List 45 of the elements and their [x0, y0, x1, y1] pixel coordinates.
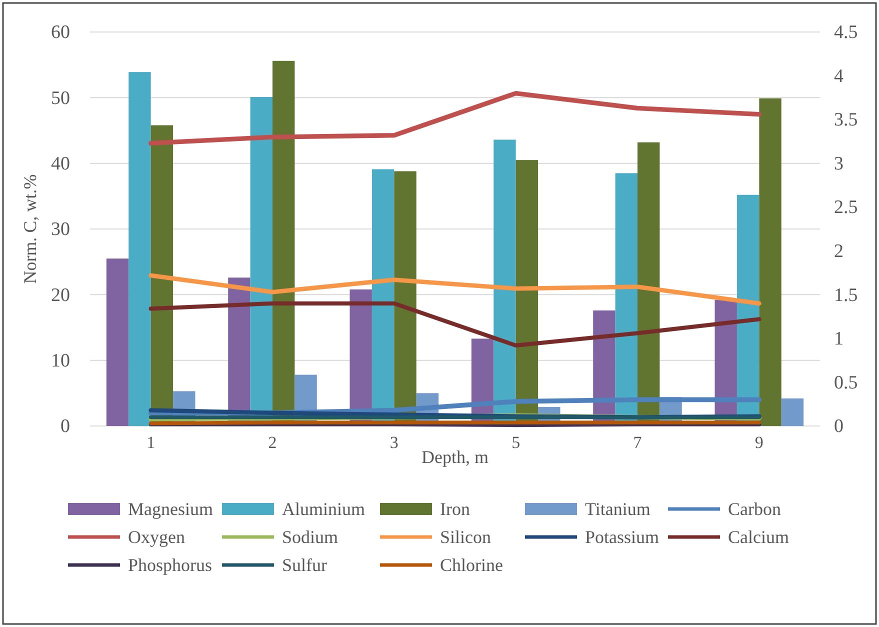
bar: [128, 72, 151, 426]
line-series: [148, 90, 762, 146]
x-tick-label: 3: [390, 433, 398, 452]
y-tick-label: 50: [51, 88, 70, 109]
x-tick-label: 5: [512, 433, 520, 452]
legend-label: Chlorine: [440, 555, 503, 575]
x-tick-label: 1: [146, 433, 156, 452]
y-tick-label: 10: [51, 350, 70, 372]
x-tick-label: 7: [633, 433, 642, 452]
y2-tick-label: 4: [834, 66, 844, 87]
y2-tick-label: 1.5: [834, 284, 858, 306]
legend-label: Magnesium: [128, 499, 213, 519]
x-tick-label: 2: [268, 433, 277, 452]
y-tick-label: 30: [51, 219, 70, 240]
bar: [781, 398, 804, 426]
legend-label: Iron: [440, 499, 470, 519]
y2-tick-label: 2: [834, 240, 844, 262]
y2-tick-label: 1: [834, 328, 844, 350]
y-tick-label: 0: [60, 416, 70, 438]
x-axis-title: Depth, m: [422, 447, 488, 467]
y2-tick-label: 2.5: [834, 197, 858, 218]
legend-label: Titanium: [585, 499, 650, 519]
line-series: [148, 273, 762, 306]
legend-label: Calcium: [728, 527, 789, 547]
y-tick-label: 40: [51, 153, 70, 174]
y2-tick-label: 3.5: [834, 110, 858, 131]
y2-tick-label: 0: [834, 416, 844, 438]
line-series: [148, 301, 762, 348]
legend-label: Sulfur: [282, 555, 328, 575]
y2-tick-label: 3: [834, 153, 844, 174]
legend-label: Sodium: [282, 527, 338, 547]
bar: [759, 98, 782, 426]
legend-label: Silicon: [440, 527, 492, 547]
legend-label: Aluminium: [282, 499, 366, 519]
legend-label: Phosphorus: [128, 555, 212, 575]
x-tick-label: 9: [754, 433, 764, 452]
y2-tick-label: 0.5: [834, 372, 858, 394]
y-axis-title: Norm. C, wt.%: [20, 174, 40, 284]
bar: [106, 258, 129, 426]
y-tick-label: 60: [51, 22, 70, 44]
y2-tick-label: 4.5: [834, 22, 858, 44]
legend-label: Oxygen: [128, 527, 185, 547]
legend-label: Carbon: [728, 499, 781, 519]
y-tick-label: 20: [51, 284, 70, 306]
legend-label: Potassium: [585, 527, 660, 547]
